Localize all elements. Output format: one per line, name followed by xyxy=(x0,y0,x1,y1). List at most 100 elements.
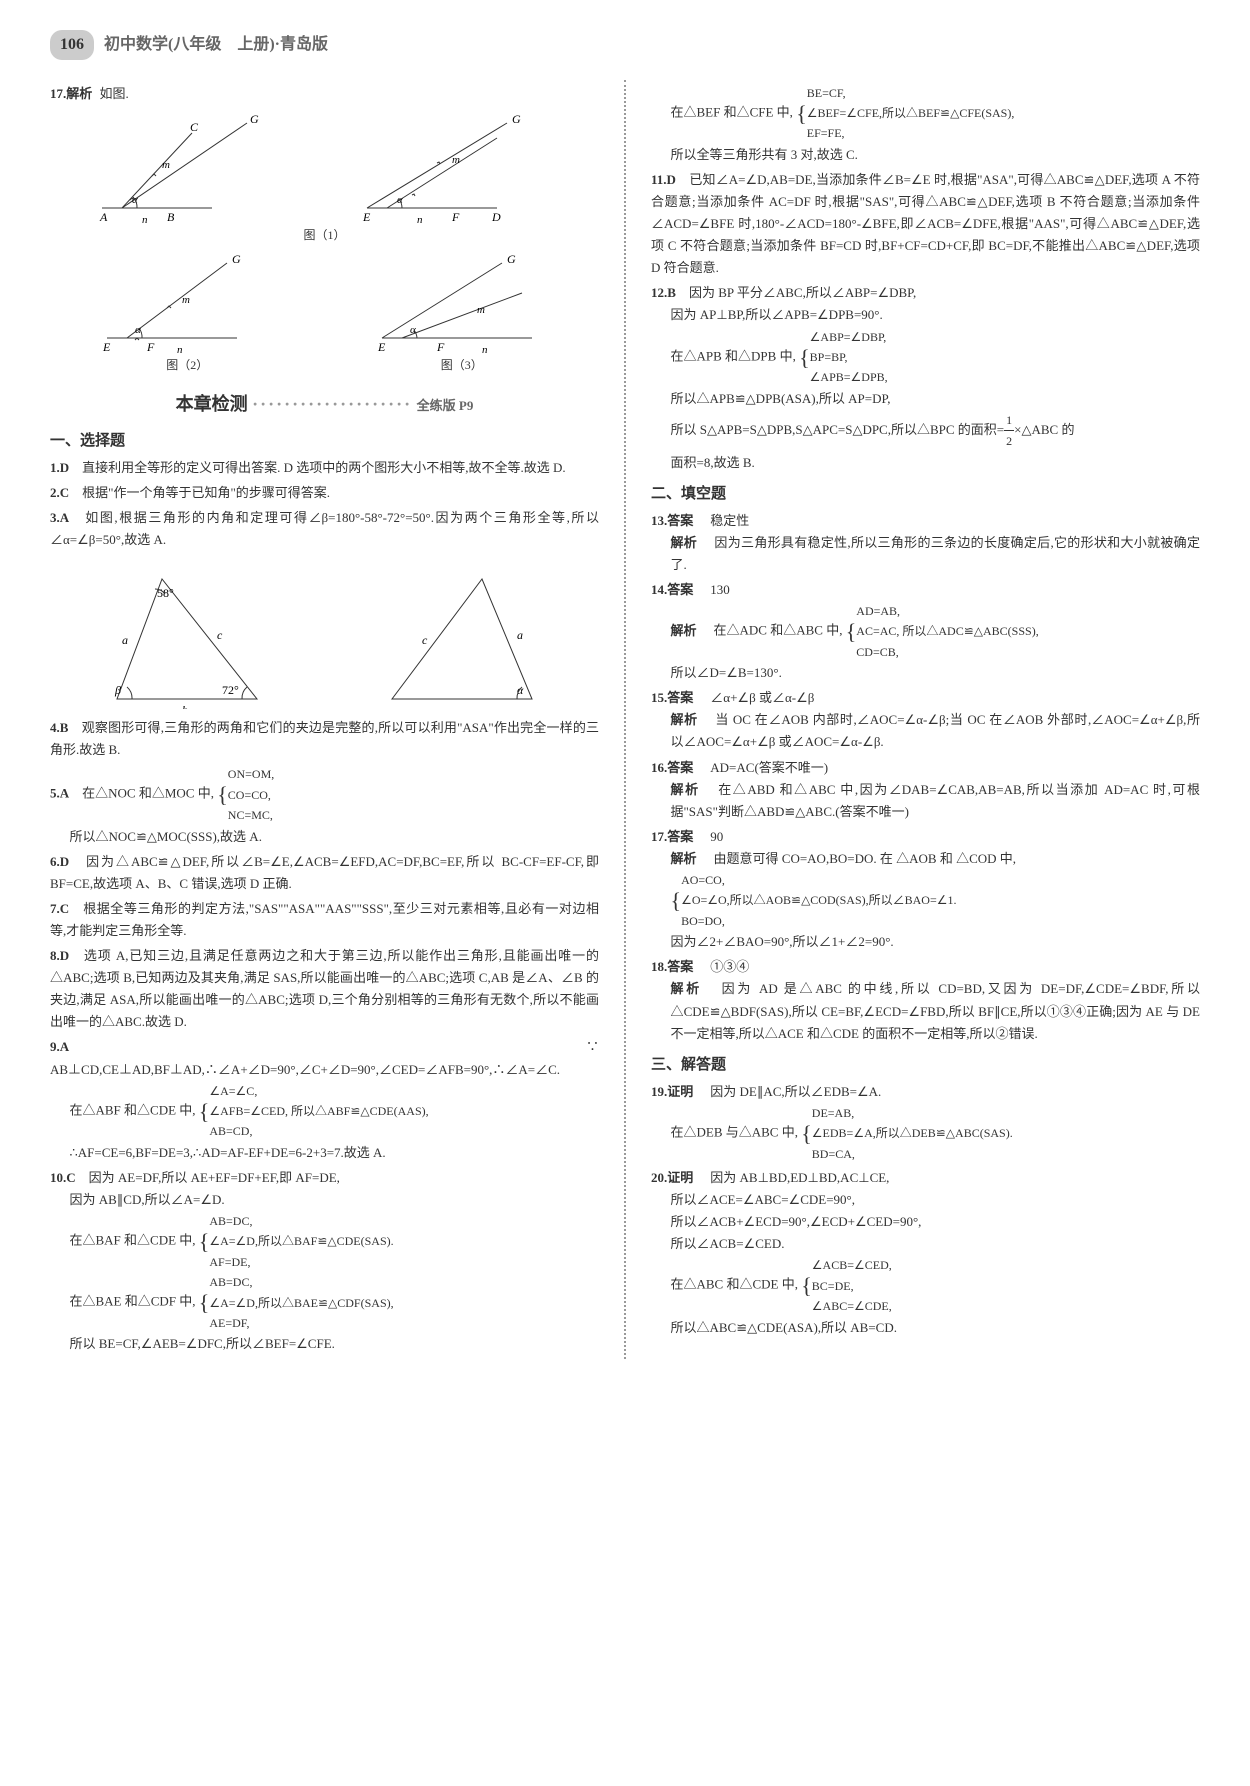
q-num: 4.B xyxy=(50,720,68,735)
q-text: ∵ AB⊥CD,CE⊥AD,BF⊥AD,∴∠A+∠D=90°,∠C+∠D=90°… xyxy=(50,1039,599,1076)
q14: 14.答案 130 解析 在△ADC 和△ABC 中, { AD=AB, AC=… xyxy=(651,579,1200,684)
subsection-2: 二、填空题 xyxy=(651,482,1200,506)
q-text: 直接利用全等形的定义可得出答案. D 选项中的两个图形大小不相等,故不全等.故选… xyxy=(82,460,566,475)
q3: 3.A 如图,根据三角形的内角和定理可得∠β=180°-58°-72°=50°.… xyxy=(50,507,599,551)
q-text: 已知∠A=∠D,AB=DE,当添加条件∠B=∠E 时,根据"ASA",可得△AB… xyxy=(651,172,1200,275)
q15: 15.答案 ∠α+∠β 或∠α-∠β 解析 当 OC 在∠AOB 内部时,∠AO… xyxy=(651,687,1200,753)
subsection-1: 一、选择题 xyxy=(50,429,599,453)
answer-label: 答案 xyxy=(667,582,693,597)
svg-text:c: c xyxy=(217,628,223,642)
q-text: 所以∠ACE=∠ABC=∠CDE=90°, xyxy=(671,1189,1201,1211)
q-text: 所以∠ACB+∠ECD=90°,∠ECD+∠CED=90°, xyxy=(671,1211,1201,1233)
brace-icon: { xyxy=(846,619,857,644)
svg-text:α: α xyxy=(410,324,416,336)
analysis-text: 因为三角形具有稳定性,所以三角形的三条边的长度确定后,它的形状和大小就被确定了. xyxy=(671,535,1200,572)
diagram-row-2: E F G m n α E F G m n α xyxy=(50,253,599,353)
chapter-test-ref: 全练版 P9 xyxy=(417,398,474,413)
svg-text:m: m xyxy=(182,294,190,306)
answer-label: 答案 xyxy=(667,690,693,705)
q-num: 16. xyxy=(651,760,667,775)
q9: 9.A ∵ AB⊥CD,CE⊥AD,BF⊥AD,∴∠A+∠D=90°,∠C+∠D… xyxy=(50,1036,599,1163)
analysis-text: 在△ABD 和△ABC 中,因为∠DAB=∠CAB,AB=AB,所以当添加 AD… xyxy=(671,782,1201,819)
brace-icon: { xyxy=(217,782,228,807)
q-num: 8.D xyxy=(50,948,69,963)
q-text: 在△BAE 和△CDF 中, xyxy=(70,1294,196,1309)
geometry-diagram-2: E F G m n α xyxy=(97,253,277,353)
answer-label: 答案 xyxy=(667,760,693,775)
q-text: 因为 AB⊥BD,ED⊥BD,AC⊥CE, xyxy=(710,1170,889,1185)
analysis-text: 因为 AD 是△ABC 的中线,所以 CD=BD,又因为 DE=DF,∠CDE=… xyxy=(671,981,1201,1040)
fraction: 12 xyxy=(1004,410,1014,452)
q-num: 6.D xyxy=(50,854,69,869)
condition: ∠ABP=∠DBP, xyxy=(810,330,887,344)
q10: 10.C 因为 AE=DF,所以 AE+EF=DF+EF,即 AF=DE, 因为… xyxy=(50,1167,599,1356)
condition: AB=DC, xyxy=(209,1275,252,1289)
page-title: 初中数学(八年级 上册)·青岛版 xyxy=(104,32,328,58)
svg-text:n: n xyxy=(482,344,488,353)
condition: ∠O=∠O,所以△AOB≌△COD(SAS),所以∠BAO=∠1. xyxy=(681,893,956,907)
condition: BD=CA, xyxy=(812,1147,855,1161)
analysis-label: 解析 xyxy=(671,782,700,797)
svg-text:a: a xyxy=(517,628,523,642)
q-num: 11.D xyxy=(651,172,676,187)
geometry-diagram-3: E F G m n α xyxy=(372,253,552,353)
q-num: 17. xyxy=(651,829,667,844)
brace-icon: { xyxy=(199,1290,210,1315)
q-text: 面积=8,故选 B. xyxy=(671,452,1201,474)
q-num: 19. xyxy=(651,1084,667,1099)
q-text: 在△ABF 和△CDE 中, xyxy=(70,1102,196,1117)
q-num: 12.B xyxy=(651,285,676,300)
q11: 11.D 已知∠A=∠D,AB=DE,当添加条件∠B=∠E 时,根据"ASA",… xyxy=(651,169,1200,279)
condition: ∠APB=∠DPB, xyxy=(810,370,888,384)
brace-icon: { xyxy=(796,100,807,125)
svg-text:E: E xyxy=(377,340,386,353)
q-text: 选项 A,已知三边,且满足任意两边之和大于第三边,所以能作出三角形,且能画出唯一… xyxy=(50,948,599,1029)
condition: ON=OM, xyxy=(228,767,274,781)
answer-text: 130 xyxy=(710,582,730,597)
q-text: 因为 DE∥AC,所以∠EDB=∠A. xyxy=(710,1084,881,1099)
svg-text:72°: 72° xyxy=(222,683,239,697)
q-text: 所以 S△APB=S△DPB,S△APC=S△DPC,所以△BPC 的面积= xyxy=(671,422,1005,437)
svg-text:α: α xyxy=(517,683,524,697)
condition: CD=CB, xyxy=(856,645,898,659)
svg-text:α: α xyxy=(135,324,141,336)
analysis-label: 解析 xyxy=(671,535,698,550)
svg-text:B: B xyxy=(167,210,175,223)
brace-icon: { xyxy=(671,888,682,913)
triangle-diagram-1: 58° 72° β a c b xyxy=(87,559,287,709)
condition: AB=DC, xyxy=(209,1214,252,1228)
svg-text:b: b xyxy=(182,703,188,709)
q-num: 7.C xyxy=(50,901,69,916)
svg-text:a: a xyxy=(122,633,128,647)
q-num: 9.A xyxy=(50,1039,69,1054)
page-header: 106 初中数学(八年级 上册)·青岛版 xyxy=(50,30,1200,60)
condition: EF=FE, xyxy=(807,126,845,140)
brace-icon: { xyxy=(801,1273,812,1298)
q-text: 所以△ABC≌△CDE(ASA),所以 AB=CD. xyxy=(671,1317,1201,1339)
q-text: 因为 AP⊥BP,所以∠APB=∠DPB=90°. xyxy=(671,304,1201,326)
geometry-diagram-1b: E F D G α n m 图（1） xyxy=(357,113,557,223)
triangle-diagram-row: 58° 72° β a c b α c a xyxy=(50,559,599,709)
answer-label: 答案 xyxy=(667,959,693,974)
q-text: 在△BEF 和△CFE 中, xyxy=(671,104,793,119)
svg-text:m: m xyxy=(452,154,460,166)
svg-text:m: m xyxy=(477,304,485,316)
svg-text:E: E xyxy=(362,210,371,223)
condition: BE=CF, xyxy=(807,86,846,100)
svg-text:n: n xyxy=(177,344,183,353)
q17-right: 17.答案 90 解析 由题意可得 CO=AO,BO=DO. 在 △AOB 和 … xyxy=(651,826,1200,953)
subsection-3: 三、解答题 xyxy=(651,1053,1200,1077)
diagram-row-1: A B C G α n m E F D G α n m xyxy=(50,113,599,223)
figure-labels-row: 图（2） 图（3） xyxy=(50,356,599,375)
analysis-label: 解析 xyxy=(671,981,702,996)
q-text: 所以全等三角形共有 3 对,故选 C. xyxy=(671,144,1201,166)
q-num: 15. xyxy=(651,690,667,705)
answer-text: 90 xyxy=(710,829,723,844)
q-text: 在△DEB 与△ABC 中, xyxy=(671,1124,798,1139)
q10-continued: 在△BEF 和△CFE 中, { BE=CF, ∠BEF=∠CFE,所以△BEF… xyxy=(651,83,1200,166)
q-text: 由题意可得 CO=AO,BO=DO. 在 △AOB 和 △COD 中, xyxy=(714,851,1016,866)
answer-text: ①③④ xyxy=(710,959,749,974)
q-num: 14. xyxy=(651,582,667,597)
brace-icon: { xyxy=(199,1099,210,1124)
q-text: 因为∠2+∠BAO=90°,所以∠1+∠2=90°. xyxy=(671,931,1201,953)
